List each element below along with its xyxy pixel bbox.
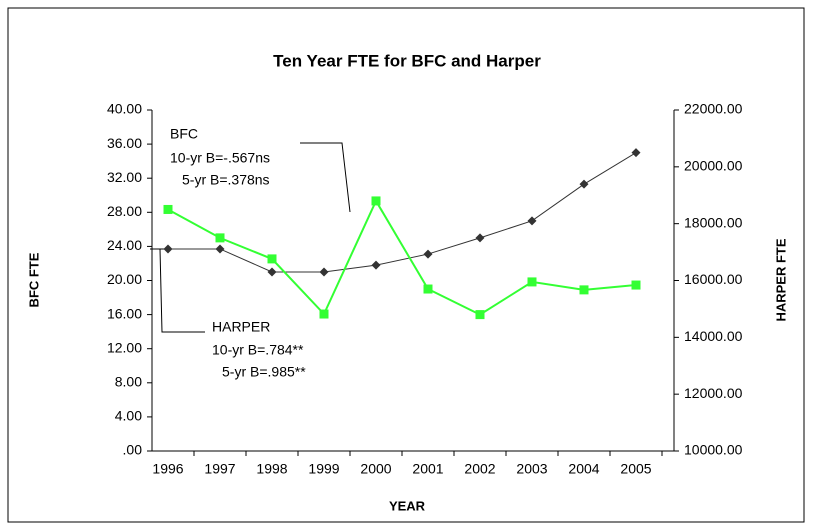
y2-tick-label: 20000.00 (684, 158, 743, 174)
chart-title: Ten Year FTE for BFC and Harper (273, 51, 541, 70)
x-tick-label: 1999 (308, 461, 339, 477)
leader-line (159, 248, 205, 333)
x-tick-label: 1996 (152, 461, 183, 477)
y2-axis-title: HARPER FTE (773, 238, 788, 321)
marker (163, 244, 173, 254)
y-tick-label: 36.00 (107, 135, 142, 151)
y-tick-label: .00 (123, 442, 143, 458)
marker (267, 267, 277, 277)
y-tick-label: 20.00 (107, 271, 142, 287)
y-tick-label: 12.00 (107, 339, 142, 355)
marker (631, 280, 641, 290)
marker (475, 310, 485, 320)
y2-tick-label: 10000.00 (684, 442, 743, 458)
y2-tick-label: 22000.00 (684, 101, 743, 117)
y2-tick-label: 16000.00 (684, 271, 743, 287)
marker (371, 196, 381, 206)
y2-tick-label: 12000.00 (684, 385, 743, 401)
y-tick-label: 16.00 (107, 305, 142, 321)
marker (579, 179, 589, 189)
y2-tick-label: 18000.00 (684, 214, 743, 230)
annotation: 10-yr B=-.567ns (170, 150, 270, 166)
annotation: 5-yr B=.985** (222, 364, 306, 380)
y-axis-title: BFC FTE (26, 252, 41, 307)
x-tick-label: 2000 (360, 461, 391, 477)
marker (423, 249, 433, 259)
x-tick-label: 2002 (464, 461, 495, 477)
x-tick-label: 2001 (412, 461, 443, 477)
chart-frame (7, 7, 805, 523)
annotation: 10-yr B=.784** (212, 342, 304, 358)
x-tick-label: 2004 (568, 461, 599, 477)
annotation: 5-yr B=.378ns (182, 172, 270, 188)
y-tick-label: 40.00 (107, 101, 142, 117)
annotation: BFC (170, 126, 198, 142)
series-line (168, 152, 637, 273)
marker (527, 277, 537, 287)
leader-line (300, 142, 351, 213)
x-tick-label: 2005 (620, 461, 651, 477)
y-tick-label: 24.00 (107, 237, 142, 253)
y-tick-label: 4.00 (115, 408, 142, 424)
marker (527, 216, 537, 226)
marker (579, 285, 589, 295)
marker (319, 309, 329, 319)
marker (631, 148, 641, 158)
marker (215, 244, 225, 254)
y-tick-label: 32.00 (107, 169, 142, 185)
y-tick-label: 8.00 (115, 374, 142, 390)
y-tick-label: 28.00 (107, 203, 142, 219)
marker (267, 254, 277, 264)
x-tick-label: 1998 (256, 461, 287, 477)
marker (475, 233, 485, 243)
y2-tick-label: 14000.00 (684, 328, 743, 344)
x-axis-title: YEAR (389, 498, 426, 513)
marker (423, 284, 433, 294)
marker (163, 204, 173, 214)
x-tick-label: 2003 (516, 461, 547, 477)
series-line (167, 198, 637, 316)
marker (215, 233, 225, 243)
marker (319, 267, 329, 277)
x-tick-label: 1997 (204, 461, 235, 477)
annotation: HARPER (212, 319, 270, 335)
marker (371, 260, 381, 270)
